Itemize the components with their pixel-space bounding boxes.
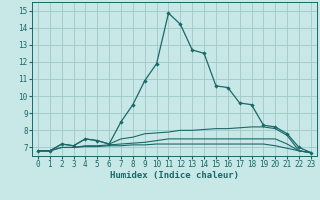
X-axis label: Humidex (Indice chaleur): Humidex (Indice chaleur) bbox=[110, 171, 239, 180]
